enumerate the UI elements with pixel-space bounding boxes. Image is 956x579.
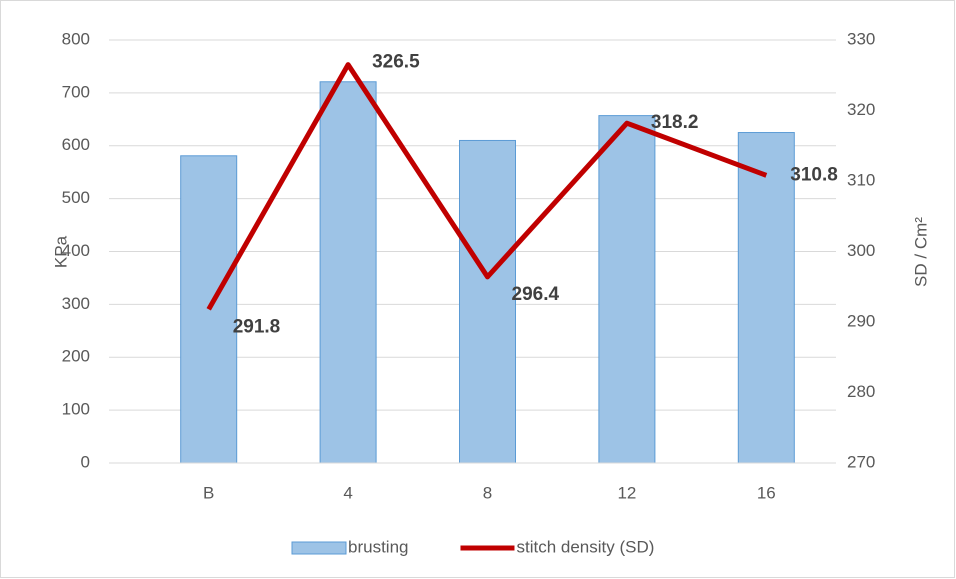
bar (319, 81, 377, 464)
data-label: 291.8 (233, 316, 281, 337)
y2-tick-label: 280 (847, 382, 875, 401)
y2-tick-label: 290 (847, 311, 875, 330)
data-label: 318.2 (651, 112, 699, 133)
y2-tick-label: 310 (847, 170, 875, 189)
y-tick-label: 200 (62, 347, 90, 366)
line (206, 62, 768, 311)
y-tick-label: 400 (62, 241, 90, 260)
y-axis-title: KPa (51, 235, 70, 268)
bar (459, 139, 516, 464)
x-tick-label: 16 (757, 483, 776, 502)
y-tick-label: 100 (62, 400, 90, 419)
x-tick-label: B (203, 483, 214, 502)
y-tick-label: 700 (62, 82, 90, 101)
y2-tick-label: 320 (847, 100, 875, 119)
data-label: 326.5 (372, 52, 420, 73)
x-tick-label: 4 (343, 483, 352, 502)
y-tick-label: 600 (62, 135, 90, 154)
y2-tick-label: 330 (847, 29, 875, 48)
x-tick-label: 8 (483, 483, 492, 502)
bar (180, 155, 238, 464)
y-tick-label: 800 (62, 29, 90, 48)
bar (737, 132, 795, 464)
legend-label: brusting (348, 537, 408, 556)
legend-swatch (291, 541, 347, 555)
data-label: 296.4 (512, 284, 560, 305)
y-tick-label: 300 (62, 294, 90, 313)
bar (598, 115, 656, 464)
y2-axis-title: SD / Cm² (911, 217, 930, 287)
legend-label: stitch density (SD) (516, 537, 654, 556)
y-tick-label: 500 (62, 188, 90, 207)
y-tick-label: 0 (81, 452, 90, 471)
x-tick-label: 12 (617, 483, 636, 502)
data-label: 310.8 (790, 164, 838, 185)
y2-tick-label: 300 (847, 241, 875, 260)
y2-tick-label: 270 (847, 452, 875, 471)
